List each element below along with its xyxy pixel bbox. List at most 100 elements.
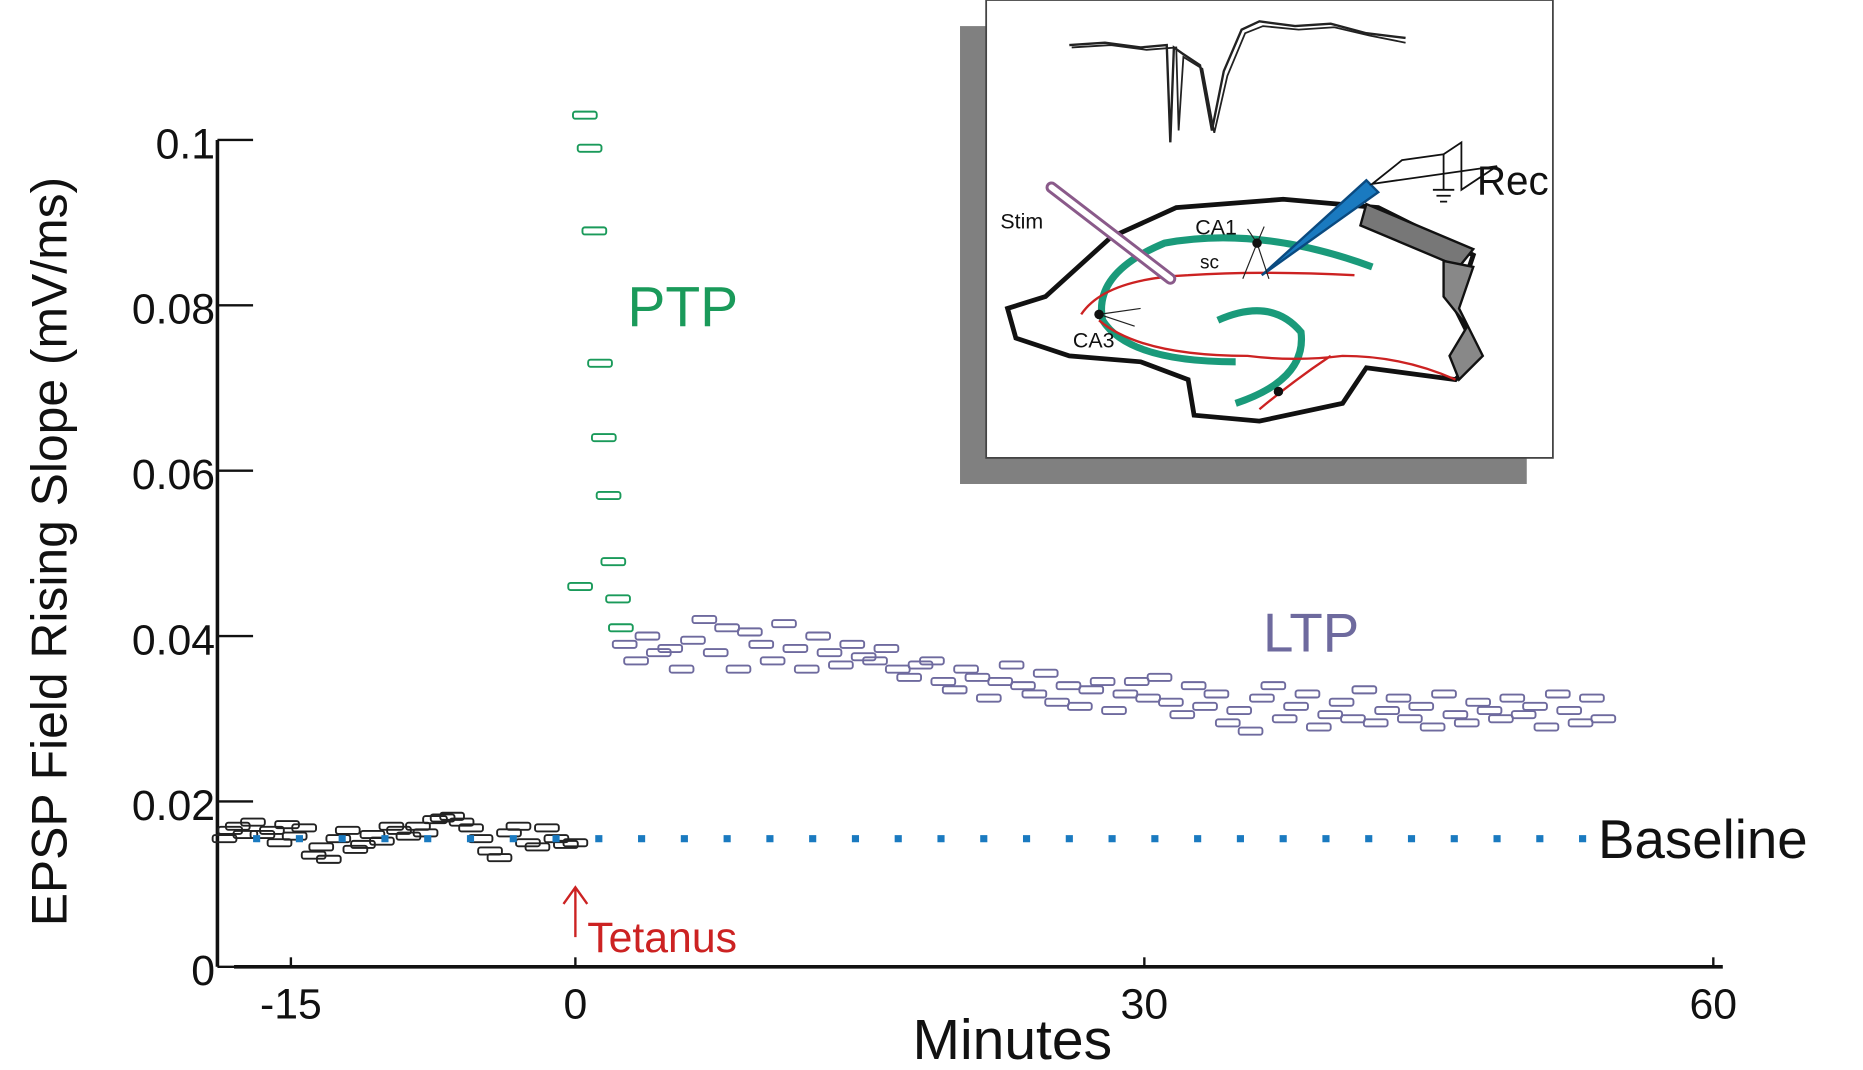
point xyxy=(1226,705,1253,715)
point xyxy=(1169,710,1196,720)
point xyxy=(1351,685,1378,695)
point xyxy=(1522,701,1548,711)
inset-frame xyxy=(985,0,1554,459)
point xyxy=(605,594,631,604)
point xyxy=(458,823,484,833)
point xyxy=(308,842,335,852)
point xyxy=(919,656,945,666)
tetanus-arrow xyxy=(562,885,589,938)
neuron xyxy=(1094,309,1104,320)
inset-label: sc xyxy=(1200,252,1219,273)
point xyxy=(725,664,752,674)
point xyxy=(572,110,598,120)
point xyxy=(657,643,684,653)
point xyxy=(590,433,617,443)
y-axis-title: EPSP Field Rising Slope (mV/ms) xyxy=(22,177,78,926)
inset-label: CA1 xyxy=(1195,216,1237,240)
point xyxy=(1214,718,1241,728)
point xyxy=(1044,697,1070,707)
point xyxy=(1419,722,1446,732)
point xyxy=(1112,689,1139,699)
point xyxy=(587,358,613,368)
point xyxy=(1340,714,1366,724)
point xyxy=(668,664,695,674)
dentate xyxy=(1216,307,1306,407)
inset-label: Stim xyxy=(1000,210,1043,234)
point xyxy=(611,639,638,649)
y-tick-label: 0.06 xyxy=(132,451,215,499)
point xyxy=(998,660,1025,670)
x-tick-label: 60 xyxy=(1690,980,1738,1028)
point xyxy=(793,664,820,674)
point xyxy=(1453,718,1480,728)
point xyxy=(1431,689,1457,699)
point xyxy=(334,825,361,835)
tetanus-label: Tetanus xyxy=(587,914,737,962)
point xyxy=(702,648,729,658)
point xyxy=(1328,697,1355,707)
point xyxy=(1192,701,1218,711)
point xyxy=(1010,681,1036,691)
point xyxy=(1089,677,1116,687)
point xyxy=(1317,710,1344,720)
point xyxy=(1260,681,1287,691)
point xyxy=(1237,726,1264,736)
point xyxy=(1135,693,1161,703)
point xyxy=(884,664,911,674)
trace xyxy=(1069,20,1406,143)
point xyxy=(896,672,923,682)
point xyxy=(634,631,661,641)
point xyxy=(1488,714,1514,724)
axon xyxy=(1080,271,1456,411)
point xyxy=(1101,705,1127,715)
series-label: PTP xyxy=(627,275,738,339)
point xyxy=(1510,710,1537,720)
point xyxy=(342,844,369,854)
inset-label: CA3 xyxy=(1073,328,1115,352)
point xyxy=(595,491,622,501)
point xyxy=(828,660,854,670)
ca-layer xyxy=(1097,234,1374,366)
point xyxy=(534,823,560,833)
point xyxy=(737,627,763,637)
point xyxy=(623,656,649,666)
point xyxy=(600,557,627,567)
point xyxy=(1203,689,1230,699)
point xyxy=(941,685,968,695)
y-tick-label: 0.02 xyxy=(132,782,215,830)
point xyxy=(1567,718,1594,728)
point xyxy=(567,581,593,591)
point xyxy=(1556,705,1583,715)
point xyxy=(553,839,579,849)
point xyxy=(1408,701,1435,711)
neurons xyxy=(1098,226,1270,327)
point xyxy=(1146,672,1173,682)
point xyxy=(325,834,352,844)
point xyxy=(1533,722,1560,732)
point xyxy=(1499,693,1526,703)
point xyxy=(1067,701,1093,711)
x-axis-title: Minutes xyxy=(912,1008,1112,1070)
amplifier xyxy=(1369,140,1498,203)
point xyxy=(975,693,1002,703)
point xyxy=(281,831,308,841)
baseline-label: Baseline xyxy=(1598,809,1808,870)
neuron xyxy=(1252,238,1262,248)
point xyxy=(1294,689,1321,699)
point xyxy=(930,677,957,687)
y-tick-label: 0 xyxy=(191,947,215,995)
point xyxy=(291,823,318,833)
inset-label: Rec xyxy=(1477,158,1549,204)
x-tick-label: -15 xyxy=(260,980,322,1028)
point xyxy=(862,656,888,666)
point xyxy=(1544,689,1571,699)
point xyxy=(1123,677,1150,687)
trace xyxy=(1071,25,1406,134)
y-tick-label: 0.04 xyxy=(132,616,215,664)
y-tick-label: 0.08 xyxy=(132,286,215,334)
series-label: LTP xyxy=(1263,602,1359,663)
point xyxy=(1283,701,1309,711)
point xyxy=(1021,689,1048,699)
fimbria xyxy=(1442,259,1485,382)
